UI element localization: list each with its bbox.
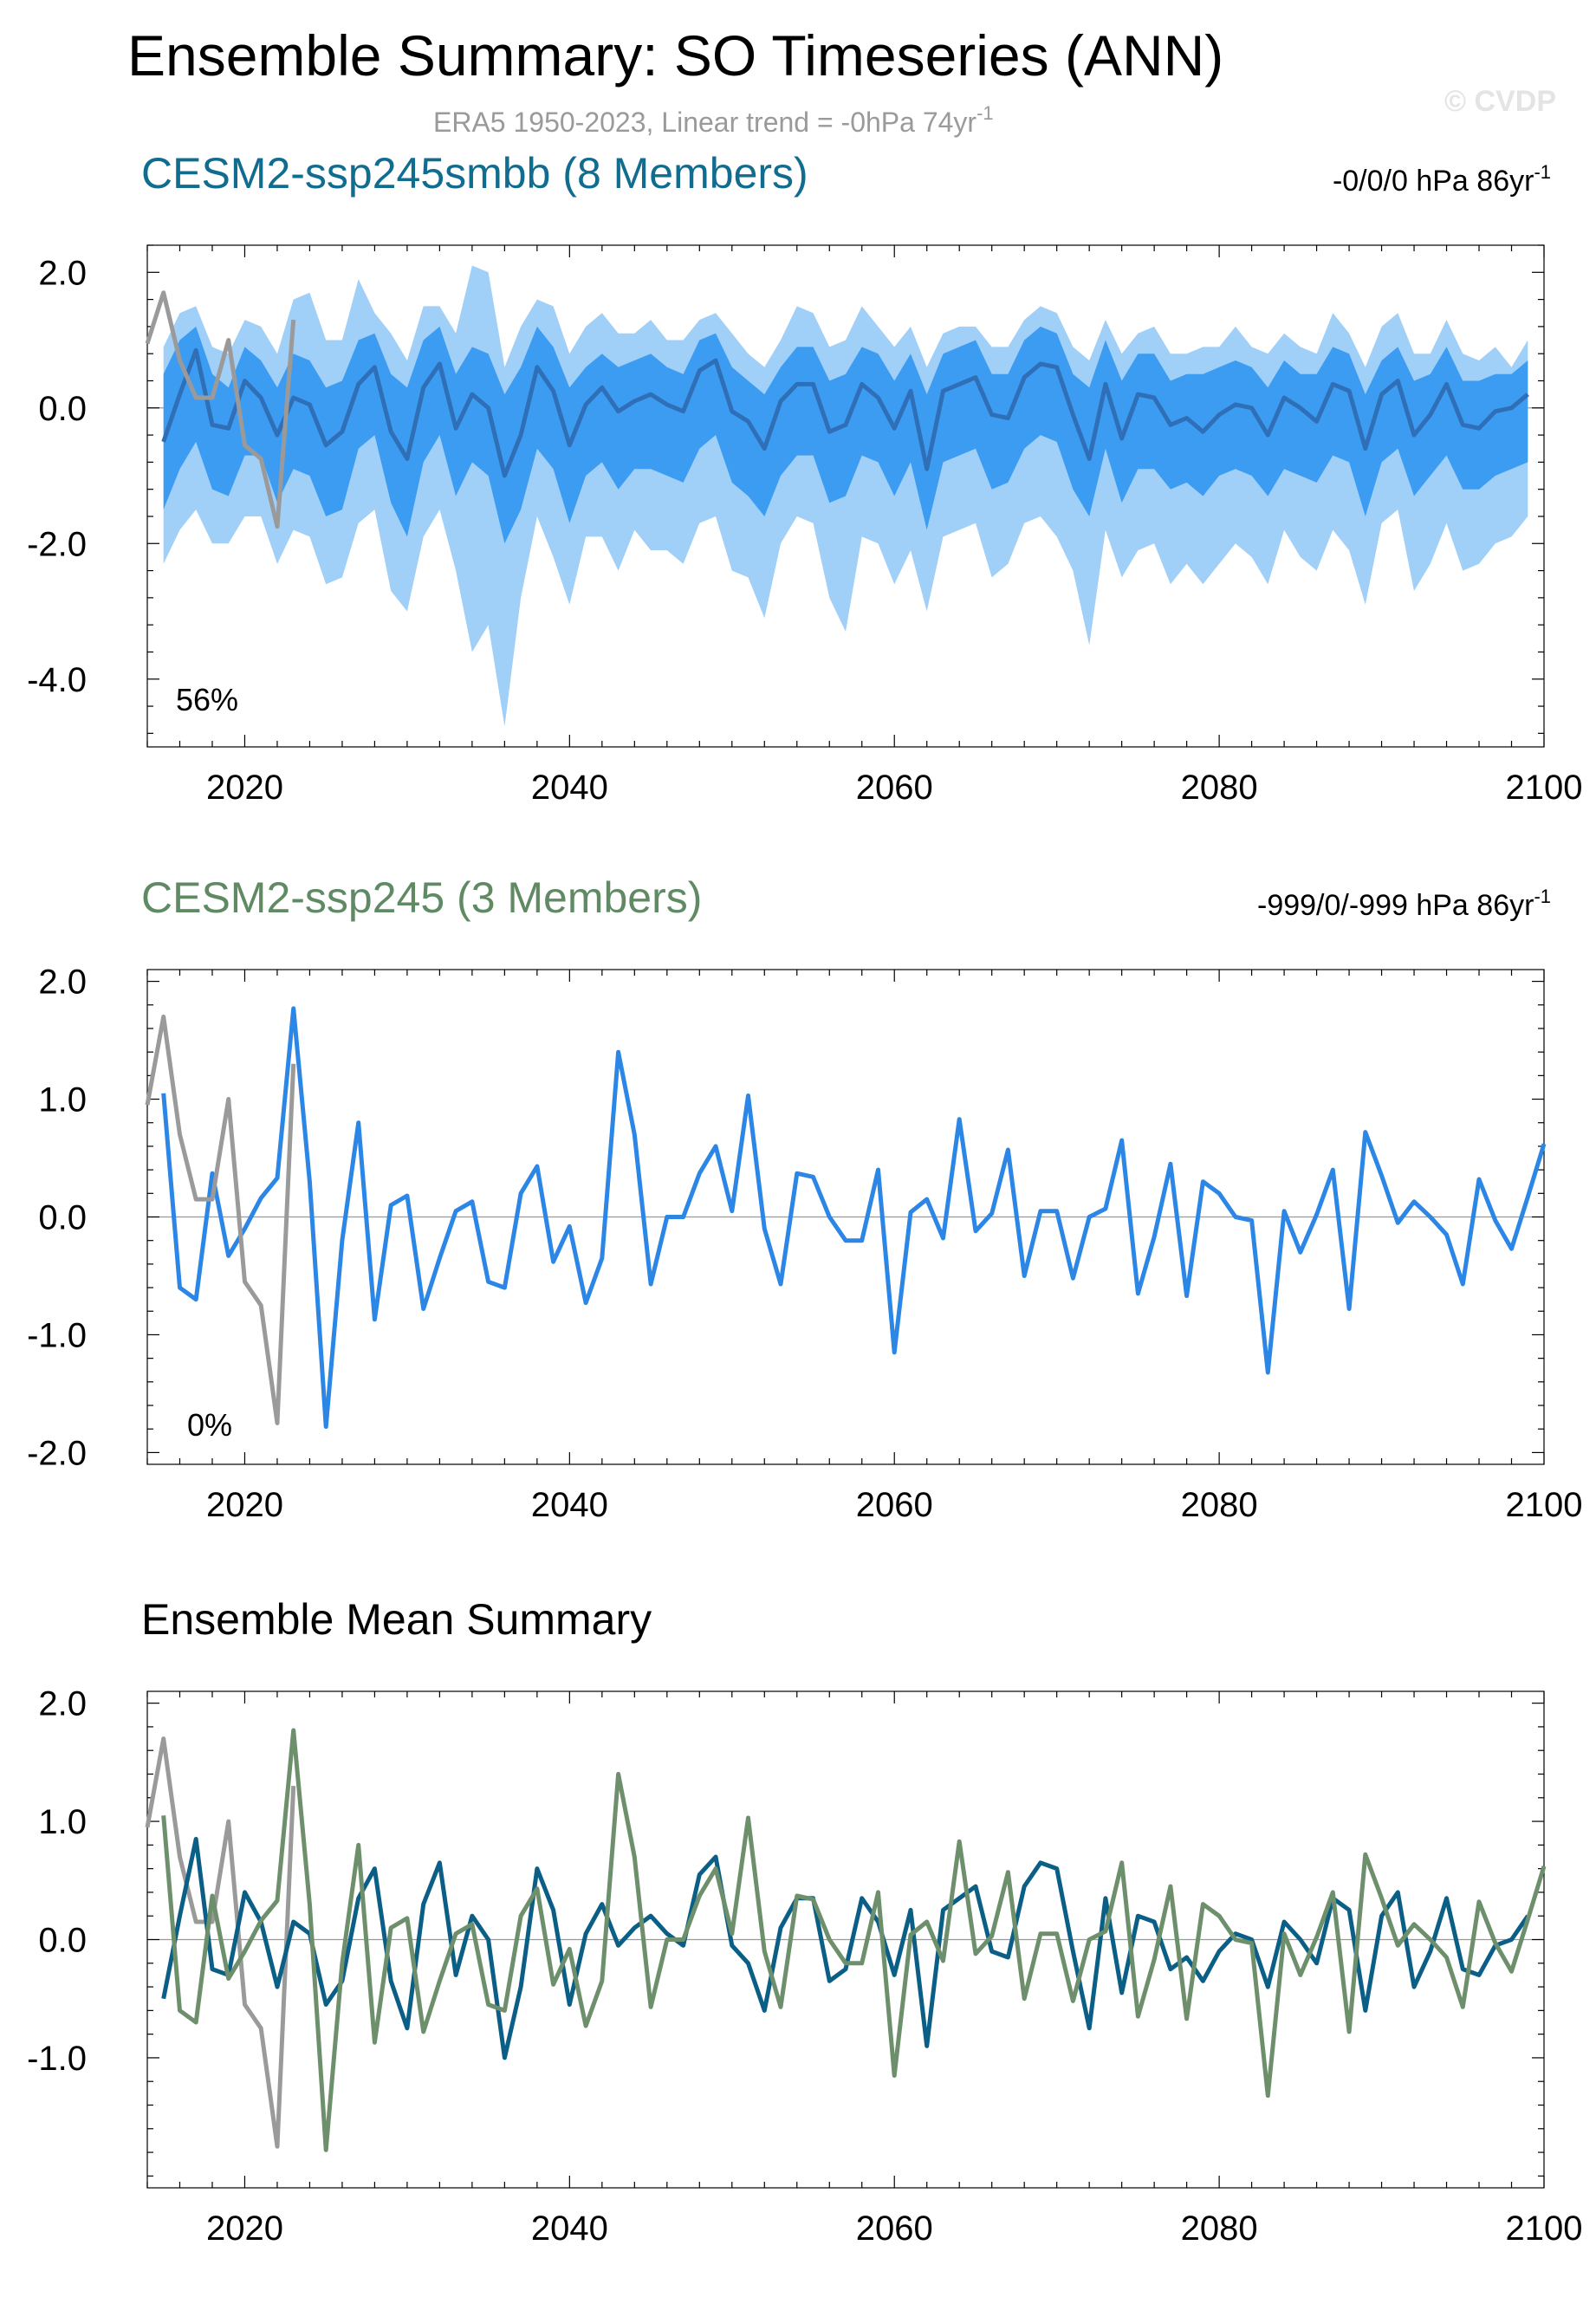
figure-subtitle-sup: -1 — [976, 102, 994, 124]
ens2-mean-line — [161, 1728, 1547, 2152]
panel2-percent: 0% — [187, 1407, 232, 1443]
panel1-title: CESM2-ssp245smbb (8 Members) — [141, 149, 808, 198]
figure-subtitle: ERA5 1950-2023, Linear trend = -0hPa 74y… — [433, 102, 994, 138]
ensemble-line — [161, 1006, 1547, 1429]
x-tick-label: 2080 — [1181, 2209, 1258, 2248]
plot-frame — [146, 244, 1545, 748]
figure-title: Ensemble Summary: SO Timeseries (ANN) — [127, 23, 1223, 88]
figure-subtitle-text: ERA5 1950-2023, Linear trend = -0hPa 74y… — [433, 107, 976, 138]
y-tick-label: 2.0 — [38, 964, 87, 1002]
spread-25-75-band — [163, 326, 1528, 544]
panel3-title: Ensemble Mean Summary — [141, 1595, 652, 1644]
x-tick-label: 2020 — [206, 2209, 283, 2248]
x-tick-label: 2080 — [1181, 769, 1258, 807]
y-tick-label: -4.0 — [27, 661, 87, 699]
panel-ens1: CESM2-ssp245smbb (8 Members) -0/0/0 hPa … — [27, 149, 1582, 807]
ensemble-mean-line — [161, 347, 1529, 478]
panel1-trend-text: -0/0/0 hPa 86yr — [1333, 165, 1534, 198]
x-tick-label: 2040 — [531, 1486, 608, 1524]
panel1-percent: 56% — [176, 682, 238, 717]
x-tick-label: 2100 — [1506, 2209, 1583, 2248]
x-tick-label: 2040 — [531, 769, 608, 807]
y-tick-label: 2.0 — [38, 254, 87, 292]
y-tick-label: -1.0 — [27, 1316, 87, 1354]
x-tick-label: 2080 — [1181, 1486, 1258, 1524]
ens1-mean-line — [161, 1837, 1530, 2060]
x-tick-label: 2060 — [856, 1486, 933, 1524]
panel-ens2: CESM2-ssp245 (3 Members) -999/0/-999 hPa… — [27, 873, 1582, 1524]
x-tick-label: 2100 — [1506, 769, 1583, 807]
panel2-title: CESM2-ssp245 (3 Members) — [141, 873, 702, 922]
y-tick-label: 1.0 — [38, 1081, 87, 1119]
x-tick-label: 2020 — [206, 1486, 283, 1524]
x-tick-label: 2020 — [206, 769, 283, 807]
observed-line — [145, 1736, 296, 2149]
y-tick-label: 2.0 — [38, 1685, 87, 1723]
panel2-trend-sup: -1 — [1534, 886, 1551, 907]
y-tick-label: 1.0 — [38, 1803, 87, 1841]
y-tick-label: -2.0 — [27, 1434, 87, 1472]
panel3-plot: 2020 2040 2060 2080 2100 -1.0 0.0 1.0 2.0 — [27, 1685, 1582, 2248]
x-tick-label: 2060 — [856, 769, 933, 807]
panel1-trend: -0/0/0 hPa 86yr-1 — [1333, 161, 1551, 198]
watermark: © CVDP — [1444, 85, 1556, 118]
y-tick-label: -2.0 — [27, 525, 87, 563]
x-tick-label: 2100 — [1506, 1486, 1583, 1524]
panel1-trend-sup: -1 — [1534, 161, 1551, 183]
x-tick-label: 2060 — [856, 2209, 933, 2248]
y-tick-label: 0.0 — [38, 1199, 87, 1237]
panel2-trend: -999/0/-999 hPa 86yr-1 — [1257, 886, 1551, 922]
observed-line — [145, 290, 296, 529]
x-tick-label: 2040 — [531, 2209, 608, 2248]
observed-line — [145, 1014, 296, 1425]
panel1-plot: 2020 2040 2060 2080 2100 -4.0 -2.0 0.0 2.0 — [27, 244, 1583, 807]
y-tick-label: 0.0 — [38, 390, 87, 428]
panel-summary: Ensemble Mean Summary 2020 2040 2060 2080 21… — [27, 1595, 1582, 2248]
y-tick-label: -1.0 — [27, 2040, 87, 2078]
panel2-trend-text: -999/0/-999 hPa 86yr — [1257, 889, 1534, 922]
y-tick-label: 0.0 — [38, 1922, 87, 1960]
spread-10-90-band — [163, 265, 1528, 727]
panel2-plot: 2020 2040 2060 2080 2100 -2.0 -1.0 0.0 1.0 2.0 — [27, 964, 1582, 1524]
